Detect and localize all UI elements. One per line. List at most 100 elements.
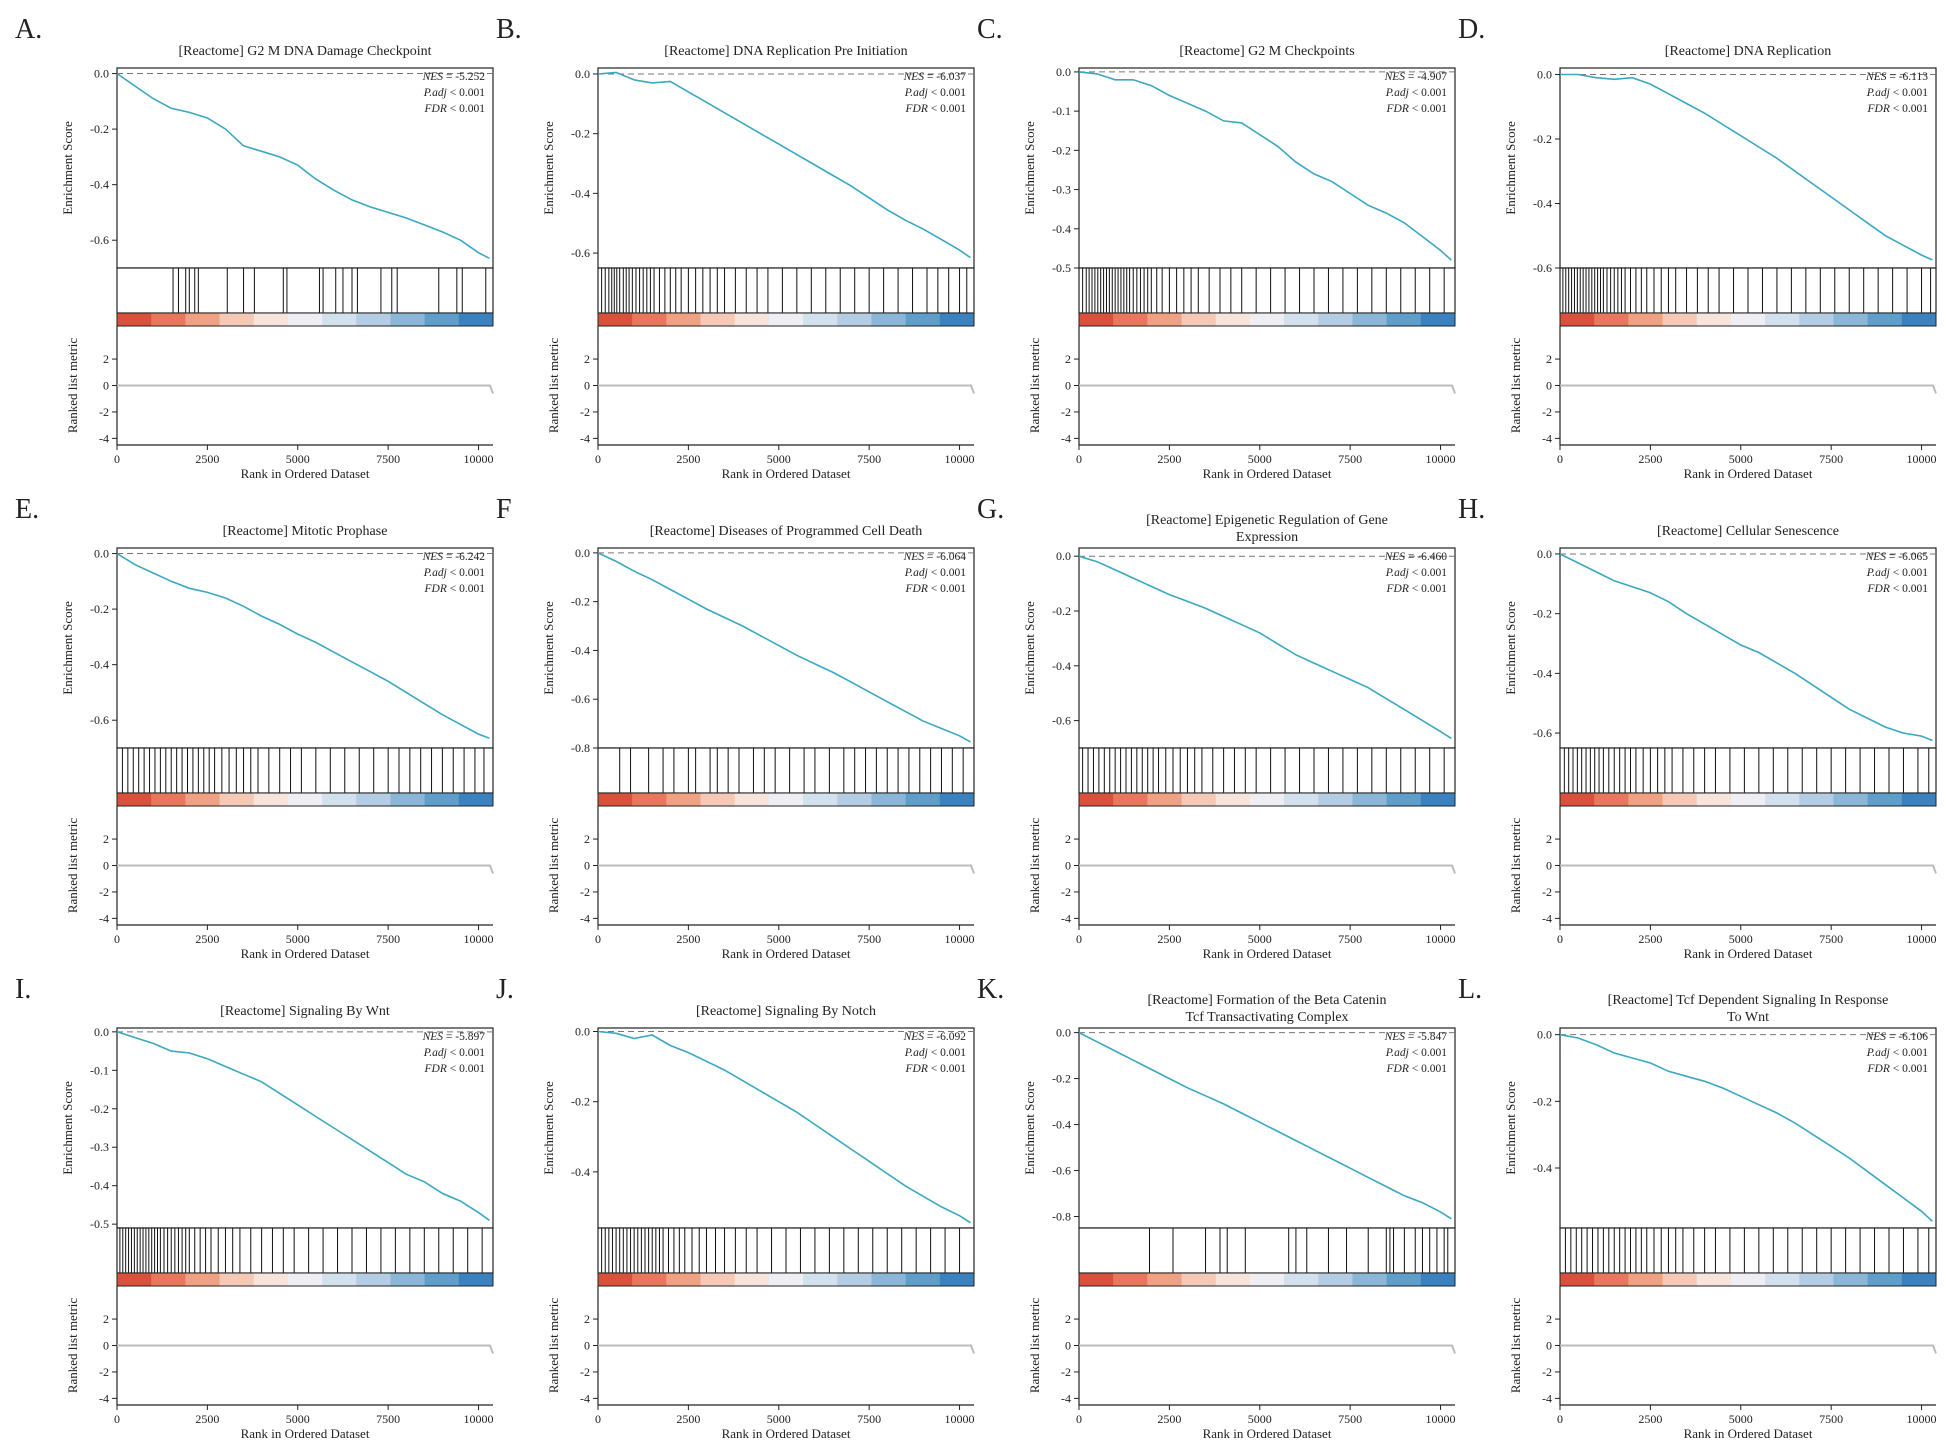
ranked-metric-line [117,864,494,874]
rank-strip-segment [871,1273,907,1286]
stat-fdr: FDR < 0.001 [1386,1063,1448,1075]
rank-strip-segment [1901,1273,1937,1286]
rank-strip-segment [1765,793,1800,806]
es-ylabel: Enrichment Score [1503,601,1518,695]
rank-ytick-label: -2 [1061,405,1071,419]
xtick-label: 7500 [1819,932,1843,946]
stat-padj: P.adj < 0.001 [1385,1047,1447,1059]
chart-title: [Reactome] Diseases of Programmed Cell D… [650,524,923,539]
rank-strip-segment [1901,313,1937,326]
rank-strip-segment [803,793,838,806]
stat-fdr-value: < 0.001 [450,1063,485,1075]
stat-padj-value: < 0.001 [1412,87,1447,99]
xtick-label: 0 [1557,452,1563,466]
stat-padj-value: < 0.001 [931,567,966,579]
rank-ytick-label: 2 [1546,352,1552,366]
chart-title: [Reactome] Signaling By Notch [696,1004,876,1019]
rank-ylabel: Ranked list metric [546,818,561,914]
rank-ytick-label: -4 [99,431,109,445]
es-ytick-label: 0.0 [575,546,590,560]
panel-letter: E. [15,494,39,525]
stat-fdr: FDR < 0.001 [424,103,486,115]
rank-strip-segment [253,793,289,806]
stat-fdr: FDR < 0.001 [905,583,967,595]
rank-strip-segment [1215,313,1251,326]
es-ytick-label: -0.2 [1052,1072,1071,1086]
stat-padj: P.adj < 0.001 [904,567,966,579]
rank-strip-segment [1113,313,1148,326]
rank-strip-segment [356,793,391,806]
xtick-label: 7500 [1338,1412,1362,1426]
chart-title: [Reactome] DNA Replication Pre Initiatio… [664,44,907,59]
stat-fdr: FDR < 0.001 [1386,103,1448,115]
hits-frame [1078,267,1456,314]
xtick-label: 2500 [1157,1412,1181,1426]
rank-strip-segment [185,1273,221,1286]
rank-strip-segment [117,313,152,326]
rank-strip-segment [287,793,323,806]
rank-strip-segment [322,313,357,326]
stat-fdr-value: < 0.001 [931,1063,966,1075]
rank-strip-segment [700,793,736,806]
stat-padj-label: P.adj [1866,87,1893,99]
rank-ytick-label: -2 [1542,885,1552,899]
stat-fdr-value: < 0.001 [931,103,966,115]
rank-strip-segment [1799,313,1834,326]
rank-strip-segment [1765,1273,1800,1286]
rank-strip-segment [1079,313,1114,326]
xtick-label: 7500 [1338,452,1362,466]
rank-strip-segment [458,313,494,326]
stat-nes-value: = -6.106 [1889,1031,1928,1043]
rank-ylabel: Ranked list metric [65,818,80,914]
es-ytick-label: 0.0 [94,67,109,81]
stat-padj-value: < 0.001 [1893,1047,1928,1059]
rank-strip-segment [219,793,255,806]
rank-strip-segment [1318,313,1353,326]
xtick-label: 7500 [1819,452,1843,466]
xtick-label: 2500 [195,932,219,946]
stat-fdr: FDR < 0.001 [905,1063,967,1075]
panel-a: A. [Reactome] G2 M DNA Damage Checkpoint 0… [15,14,494,481]
rank-strip-segment [390,313,426,326]
es-ylabel: Enrichment Score [1503,1081,1518,1175]
xtick-label: 10000 [945,932,975,946]
stat-fdr-label: FDR [905,583,931,595]
xtick-label: 2500 [1638,452,1662,466]
es-curve [116,1031,490,1221]
panel-letter: A. [15,14,42,45]
ranked-metric-line [1560,864,1937,874]
stat-fdr-value: < 0.001 [450,103,485,115]
rank-strip-segment [1696,793,1732,806]
rank-ytick-label: -4 [580,431,590,445]
chart-title: [Reactome] G2 M Checkpoints [1179,44,1354,59]
rank-ytick-label: -4 [1061,431,1071,445]
stat-padj: P.adj < 0.001 [1866,1047,1928,1059]
es-ytick-label: -0.4 [571,643,590,657]
panel-f: F [Reactome] Diseases of Programmed Cell … [496,494,975,961]
es-ylabel: Enrichment Score [60,121,75,215]
rank-strip-segment [598,313,633,326]
stat-padj-value: < 0.001 [931,87,966,99]
es-ytick-label: 0.0 [94,1025,109,1039]
es-curve [1078,1031,1452,1220]
rank-strip-segment [1318,793,1353,806]
stat-padj: P.adj < 0.001 [1866,87,1928,99]
rank-strip-segment [1386,1273,1422,1286]
rank-strip-segment [1284,1273,1319,1286]
rank-strip-segment [1249,793,1285,806]
es-ytick-label: -0.5 [1052,261,1071,275]
stat-nes-label: NES [1384,1031,1408,1043]
stat-padj-label: P.adj [423,1047,450,1059]
es-ytick-label: -0.3 [90,1140,109,1154]
stat-fdr-label: FDR [1386,103,1412,115]
rank-ytick-label: 2 [103,1312,109,1326]
rank-strip-segment [768,793,804,806]
rank-ytick-label: -4 [99,1391,109,1405]
panel-letter: B. [496,14,522,45]
stat-nes: NES = -6.092 [903,1031,967,1043]
stat-nes-value: = -6.037 [927,71,966,83]
rank-ylabel: Ranked list metric [1508,1298,1523,1394]
xlabel: Rank in Ordered Dataset [722,1426,851,1441]
panel-i: I. [Reactome] Signaling By Wnt 0.0 -0.1 -0.2… [15,974,494,1441]
hits-frame [597,267,975,314]
